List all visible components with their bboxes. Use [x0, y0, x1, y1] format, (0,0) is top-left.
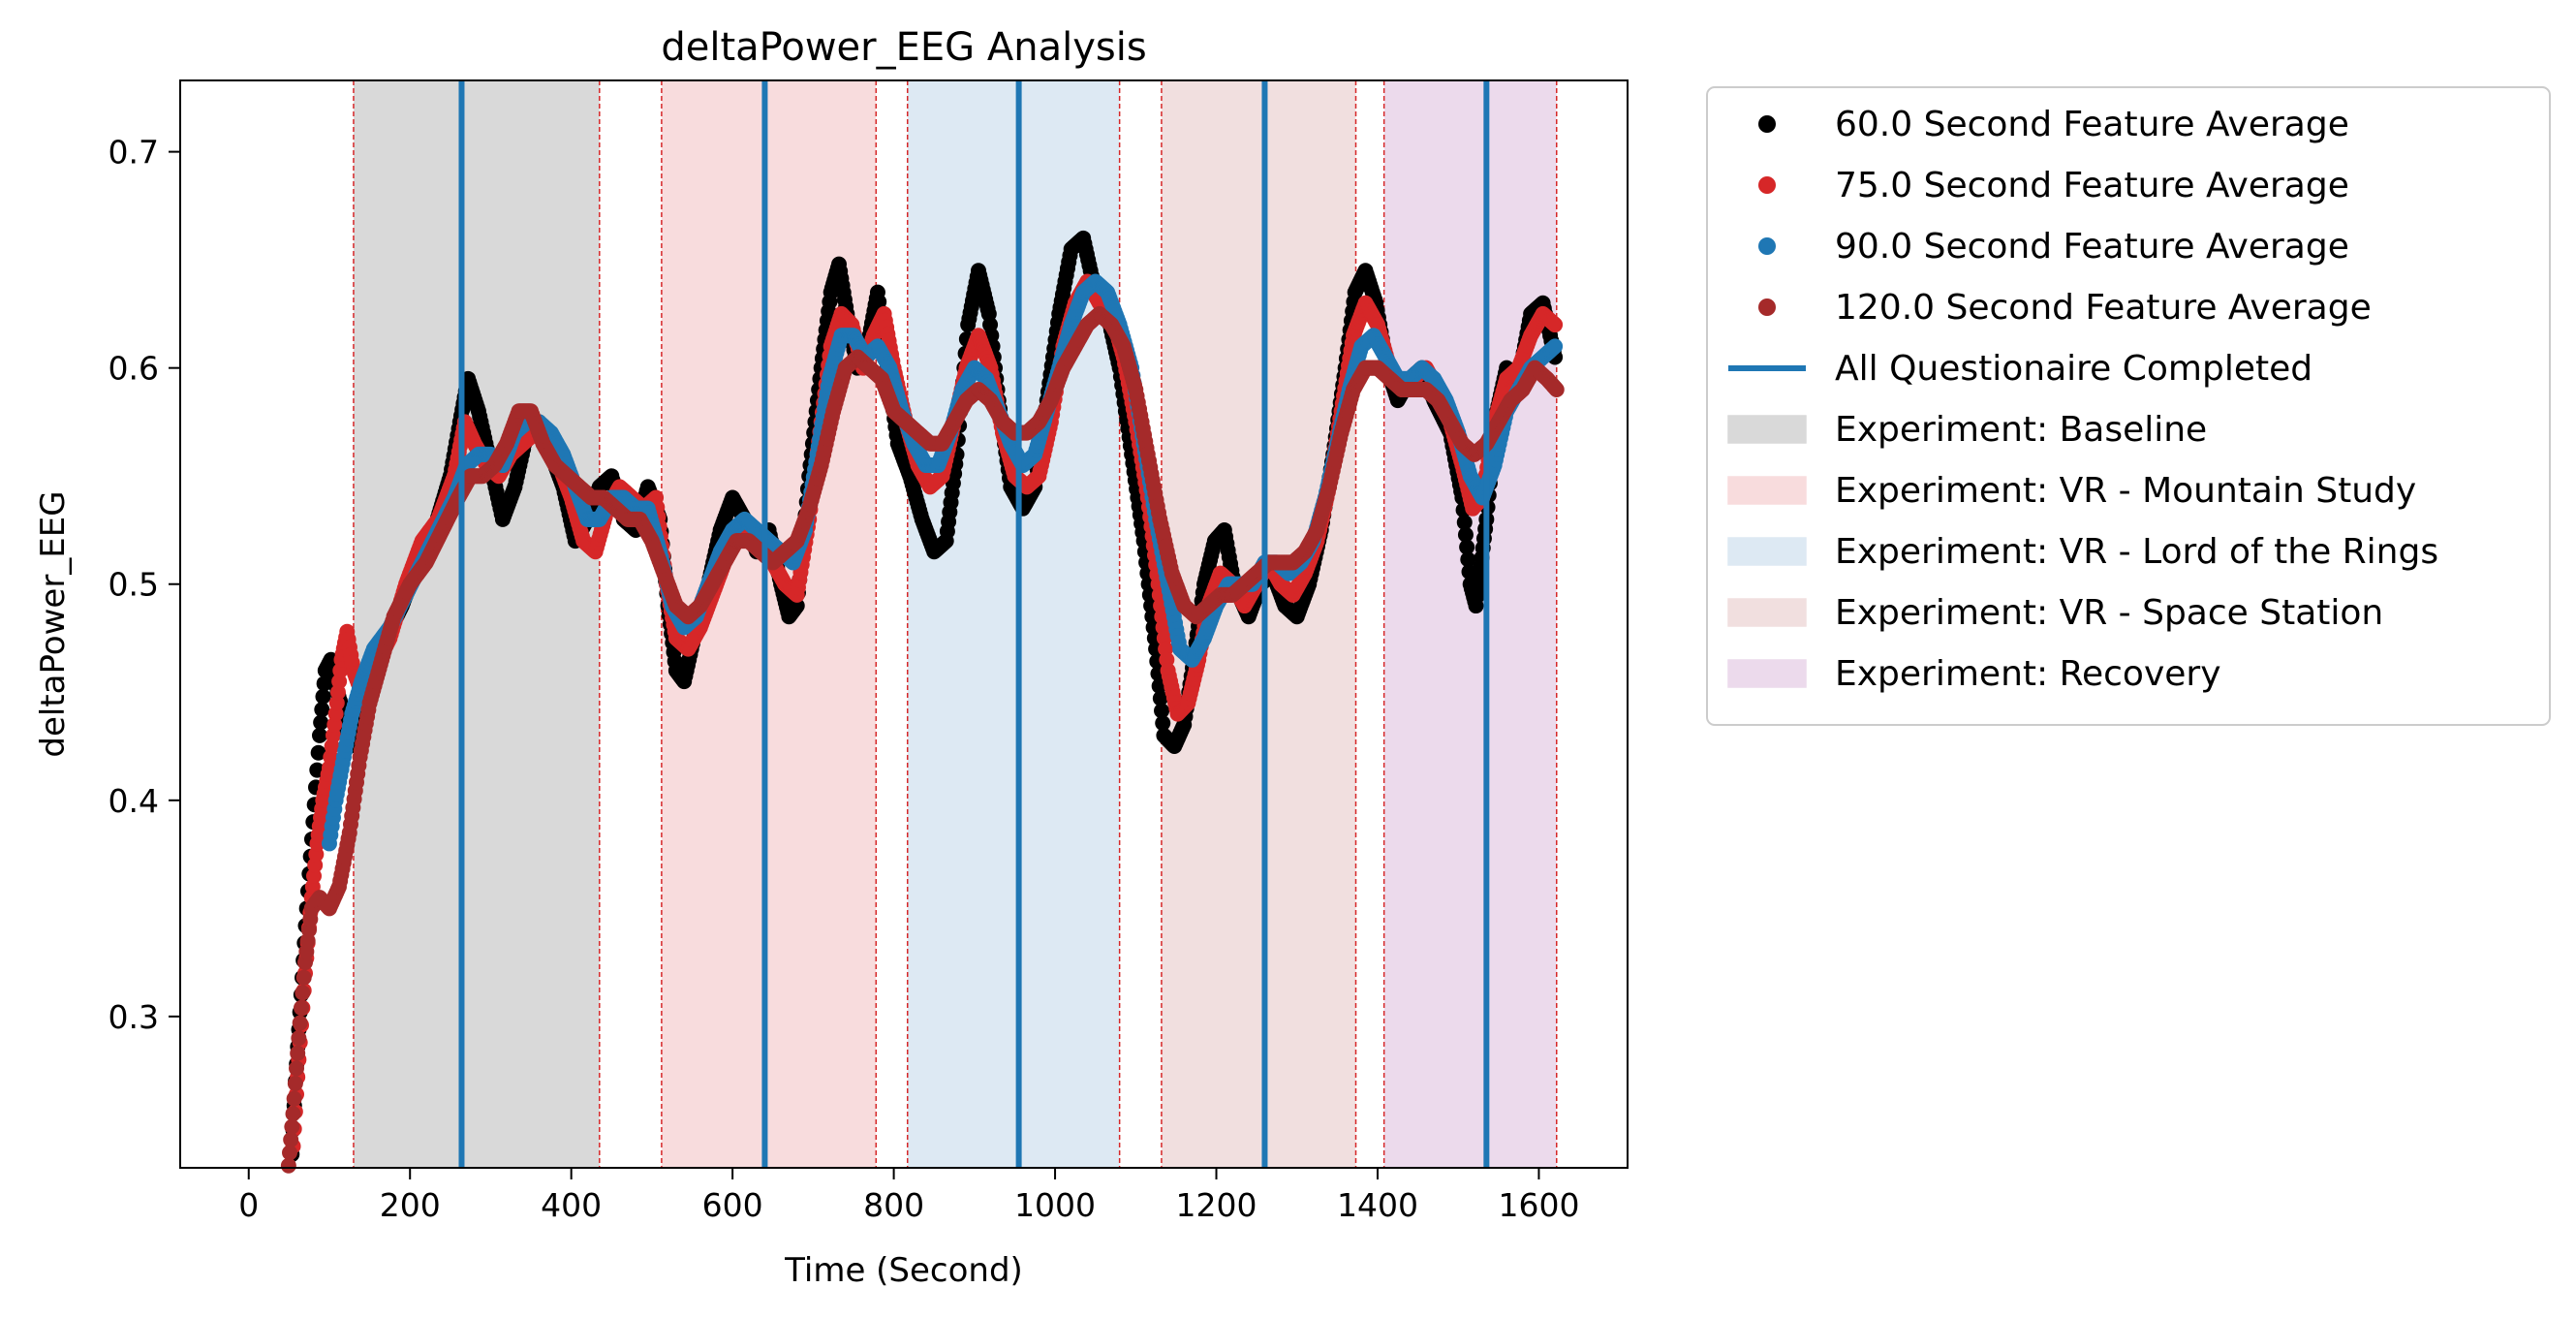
experiment-band-4 [1383, 80, 1557, 1168]
data-point [1547, 338, 1564, 355]
legend-label: Experiment: Recovery [1835, 654, 2221, 694]
legend-label: Experiment: VR - Mountain Study [1835, 471, 2416, 511]
legend-label: 60.0 Second Feature Average [1835, 105, 2349, 144]
data-point [295, 969, 312, 986]
data-point [1547, 317, 1564, 333]
x-axis-label: Time (Second) [784, 1251, 1023, 1290]
x-tick-label: 200 [380, 1186, 441, 1224]
data-point [291, 1030, 307, 1047]
x-tick-label: 400 [541, 1186, 602, 1224]
legend-label: 75.0 Second Feature Average [1835, 166, 2349, 205]
x-tick-label: 1600 [1498, 1186, 1579, 1224]
data-point [292, 1015, 308, 1031]
legend-label: 120.0 Second Feature Average [1835, 288, 2372, 328]
data-point [286, 1090, 302, 1107]
legend-marker [1727, 476, 1807, 505]
x-tick-label: 0 [238, 1186, 259, 1224]
data-point [283, 1132, 299, 1148]
legend-marker [1758, 298, 1776, 316]
y-tick-label: 0.4 [109, 782, 159, 820]
data-points [280, 230, 1565, 1174]
legend-label: Experiment: VR - Lord of the Rings [1835, 532, 2438, 572]
data-point [1154, 703, 1170, 719]
series-3 [280, 305, 1565, 1174]
data-point [1460, 551, 1476, 568]
x-axis: 0 200 400 600 800 1000 1200 1400 1600 [238, 1168, 1579, 1224]
legend-frame [1706, 86, 2551, 726]
data-point [315, 688, 331, 705]
y-tick-label: 0.5 [109, 566, 159, 604]
data-point [289, 1060, 305, 1077]
chart-title: deltaPower_EEG Analysis [661, 25, 1146, 70]
y-axis-label: deltaPower_EEG [34, 490, 73, 757]
legend-marker [1727, 598, 1807, 627]
legend-marker [1727, 537, 1807, 566]
legend-marker [1758, 115, 1776, 133]
data-point [294, 999, 310, 1016]
data-point [1459, 539, 1475, 555]
x-tick-label: 1200 [1176, 1186, 1257, 1224]
legend-label: Experiment: VR - Space Station [1835, 593, 2383, 633]
data-point [311, 727, 327, 743]
y-axis: 0.3 0.4 0.5 0.6 0.7 [109, 134, 180, 1036]
y-tick-label: 0.7 [109, 134, 159, 172]
legend-marker [1727, 415, 1807, 444]
plot-frame [179, 79, 1629, 1169]
questionnaire-lines [458, 80, 1490, 1168]
data-point [313, 714, 329, 731]
data-point [284, 1118, 300, 1135]
data-point [287, 1076, 303, 1092]
experiment-boundary-lines [353, 80, 1558, 1168]
experiment-band-3 [1161, 80, 1356, 1168]
y-tick-label: 0.3 [109, 998, 159, 1036]
legend: 60.0 Second Feature Average 75.0 Second F… [1706, 86, 2551, 726]
legend-marker [1727, 659, 1807, 688]
data-point [1155, 715, 1171, 732]
data-point [282, 1145, 298, 1161]
data-point [314, 702, 330, 718]
legend-label: All Questionaire Completed [1835, 349, 2312, 389]
x-tick-label: 800 [863, 1186, 924, 1224]
legend-marker [1758, 176, 1776, 194]
data-point [285, 1106, 301, 1122]
data-point [280, 1157, 296, 1174]
data-point [310, 744, 326, 761]
data-point [789, 598, 805, 614]
data-point [1152, 690, 1168, 707]
x-tick-label: 1400 [1337, 1186, 1418, 1224]
legend-label: Experiment: Baseline [1835, 410, 2207, 450]
data-point [290, 1045, 306, 1061]
y-tick-label: 0.6 [109, 350, 159, 388]
data-point [295, 985, 311, 1001]
x-tick-label: 1000 [1014, 1186, 1096, 1224]
legend-marker [1758, 237, 1776, 255]
data-point [1548, 381, 1565, 397]
data-point [1457, 526, 1474, 543]
legend-label: 90.0 Second Feature Average [1835, 227, 2349, 267]
x-tick-label: 600 [702, 1186, 763, 1224]
data-point [1456, 515, 1473, 531]
